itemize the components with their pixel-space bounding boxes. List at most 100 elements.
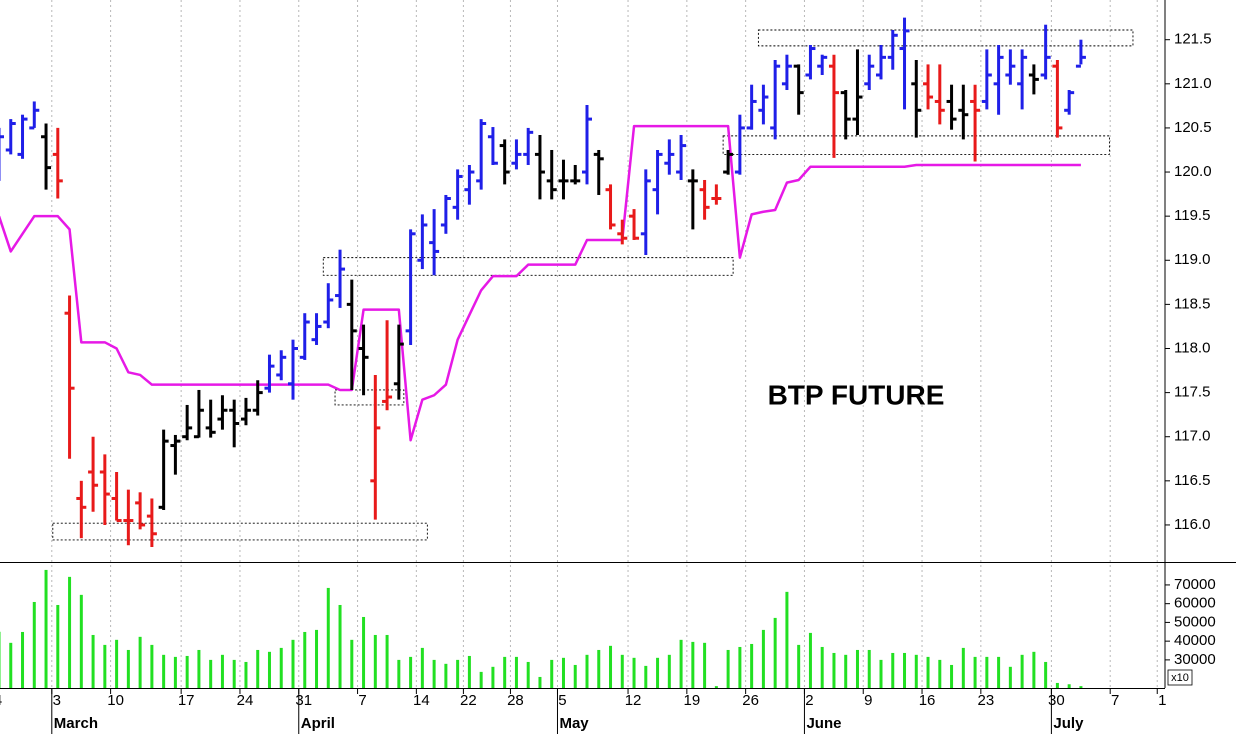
- volume-bar: [867, 649, 871, 688]
- volume-bar: [209, 659, 213, 688]
- chart-title: BTP FUTURE: [768, 379, 945, 410]
- volume-bar: [315, 629, 319, 688]
- volume-bar: [597, 649, 601, 688]
- volume-bar: [103, 644, 107, 688]
- x-tick-label: 7: [358, 692, 366, 709]
- volume-bar: [950, 664, 954, 688]
- volume-bar: [91, 634, 95, 688]
- y-tick-label: 119.0: [1174, 251, 1210, 268]
- volume-bar: [1044, 661, 1048, 688]
- volume-tick-label: 30000: [1174, 651, 1216, 668]
- x-tick-label: 7: [1111, 692, 1119, 709]
- volume-bar: [926, 656, 930, 688]
- y-tick-label: 117.0: [1174, 428, 1210, 445]
- volume-bar: [938, 659, 942, 688]
- volume-bar: [56, 604, 60, 688]
- volume-bar: [620, 654, 624, 688]
- volume-bar: [79, 594, 83, 688]
- volume-bar: [479, 671, 483, 688]
- support-zone: [334, 389, 405, 406]
- volume-bar: [267, 651, 271, 688]
- volume-bar: [820, 646, 824, 688]
- volume-bar: [244, 661, 248, 688]
- y-tick-label: 121.5: [1174, 31, 1212, 48]
- volume-bar: [291, 639, 295, 688]
- volume-bar: [1055, 682, 1059, 688]
- y-tick-label: 118.0: [1174, 339, 1210, 356]
- y-tick-label: 118.5: [1174, 295, 1210, 312]
- volume-bar: [150, 644, 154, 688]
- volume-bar: [761, 629, 765, 688]
- volume-bar: [197, 649, 201, 688]
- volume-bar: [573, 664, 577, 688]
- volume-bar: [961, 647, 965, 688]
- x-tick-label: 19: [683, 692, 700, 709]
- volume-bar: [44, 569, 48, 688]
- volume-bar: [1079, 686, 1083, 688]
- volume-bar: [609, 645, 613, 688]
- volume-bar: [750, 643, 754, 688]
- volume-tick-label: 60000: [1174, 595, 1216, 612]
- volume-bar: [1067, 684, 1071, 688]
- volume-bar: [68, 576, 72, 688]
- volume-bar: [21, 631, 25, 688]
- volume-bar: [703, 642, 707, 688]
- volume-bar: [691, 641, 695, 688]
- volume-bar: [9, 642, 13, 688]
- volume-bar: [773, 617, 777, 688]
- volume-bar: [32, 601, 36, 688]
- volume-bar: [138, 636, 142, 688]
- volume-bar: [726, 649, 730, 688]
- volume-bar: [973, 656, 977, 688]
- volume-bar: [115, 639, 119, 688]
- month-label: July: [1053, 715, 1084, 732]
- volume-bar: [0, 631, 1, 688]
- volume-bar: [879, 659, 883, 688]
- y-tick-label: 120.5: [1174, 119, 1212, 136]
- volume-bar: [561, 657, 565, 688]
- volume-tick-label: 40000: [1174, 632, 1216, 649]
- volume-bar: [173, 656, 177, 688]
- volume-multiplier: x10: [1171, 672, 1189, 684]
- x-tick-label: 9: [864, 692, 872, 709]
- volume-bar: [514, 656, 518, 688]
- volume-bar: [985, 656, 989, 688]
- volume-bar: [808, 632, 812, 688]
- x-tick-label: 3: [53, 692, 61, 709]
- volume-bar: [526, 661, 530, 688]
- y-tick-label: 120.0: [1174, 163, 1212, 180]
- x-tick-label: 17: [178, 692, 195, 709]
- volume-bar: [491, 666, 495, 688]
- volume-bar: [679, 639, 683, 688]
- volume-bar: [326, 587, 330, 688]
- volume-bar: [785, 591, 789, 688]
- volume-bar: [126, 649, 130, 688]
- volume-bar: [855, 649, 859, 688]
- month-label: May: [559, 715, 589, 732]
- x-tick-label: 12: [625, 692, 642, 709]
- x-tick-label: 10: [107, 692, 124, 709]
- volume-bar: [432, 659, 436, 688]
- y-tick-label: 116.0: [1174, 516, 1210, 533]
- volume-bar: [538, 676, 542, 688]
- volume-bar: [656, 657, 660, 688]
- x-tick-label: 5: [558, 692, 566, 709]
- volume-bar: [220, 654, 224, 688]
- volume-bar: [714, 686, 718, 688]
- month-label: June: [806, 715, 841, 732]
- volume-bar: [891, 652, 895, 688]
- month-label: April: [301, 715, 335, 732]
- x-tick-label: 1: [1158, 692, 1166, 709]
- volume-bar: [420, 647, 424, 688]
- kijun-line: [0, 124, 1081, 442]
- x-tick-label: 28: [507, 692, 524, 709]
- x-tick-label: 14: [413, 692, 430, 709]
- month-label: March: [54, 715, 98, 732]
- y-tick-label: 119.5: [1174, 207, 1210, 224]
- volume-bar: [797, 644, 801, 688]
- volume-bar: [232, 659, 236, 688]
- volume-tick-label: 70000: [1174, 576, 1216, 593]
- volume-tick-label: 50000: [1174, 613, 1216, 630]
- volume-bar: [338, 604, 342, 688]
